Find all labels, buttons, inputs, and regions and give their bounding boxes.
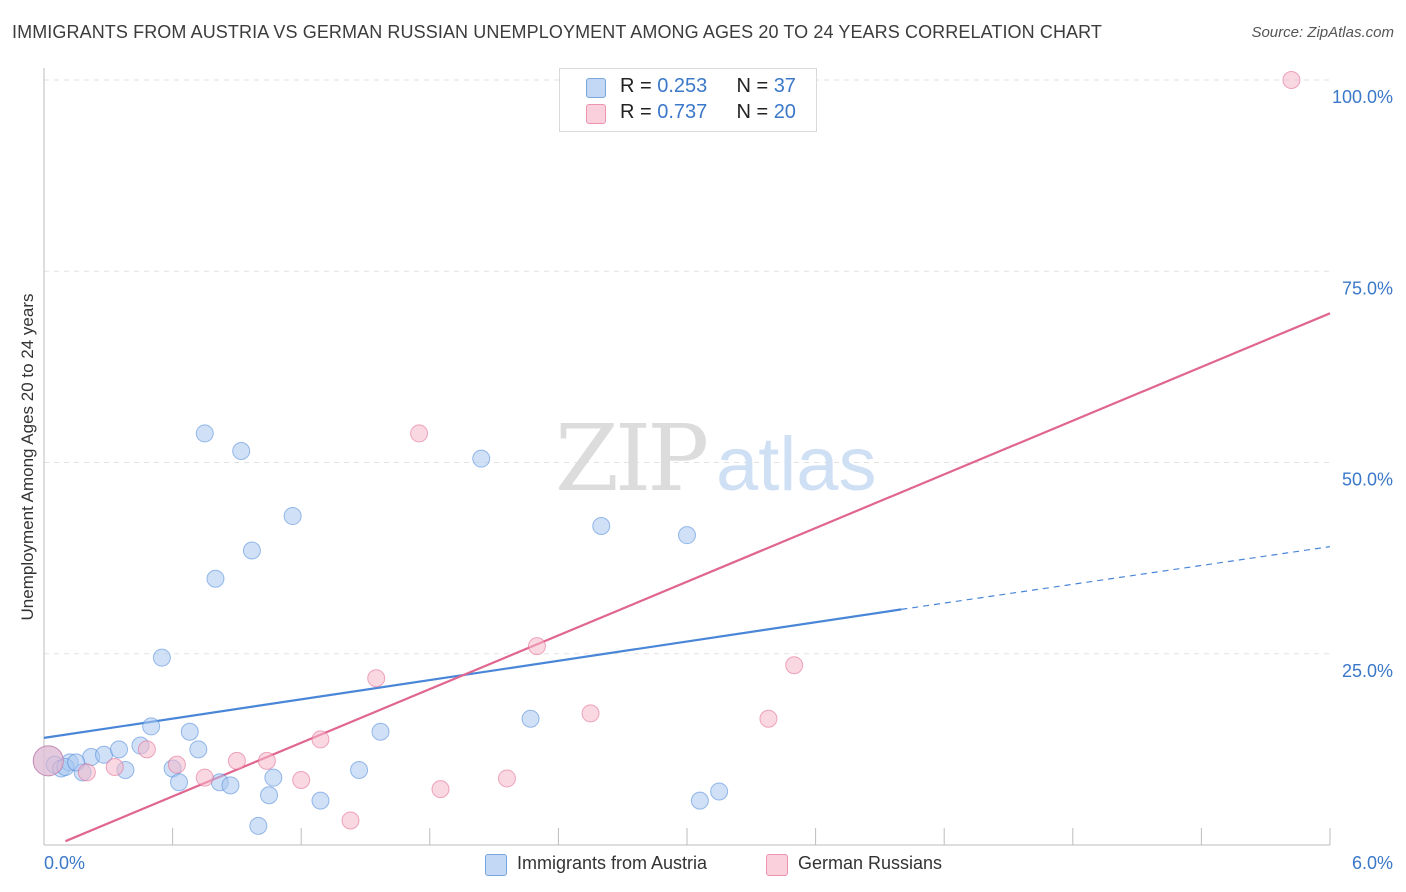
point-austria: [678, 526, 696, 545]
legend-r-label: R =: [620, 75, 658, 97]
watermark-zip: ZIP: [555, 405, 706, 512]
y-axis-title-wrap: Unemployment Among Ages 20 to 24 years: [18, 277, 42, 637]
trend-line-german-russians: [65, 312, 1331, 843]
legend-label-austria: Immigrants from Austria: [517, 853, 708, 873]
point-german-russians: [137, 740, 156, 759]
point-austria: [592, 516, 611, 535]
point-austria: [195, 424, 214, 443]
trend-line-austria-extension: [901, 546, 1331, 610]
point-austria: [371, 722, 390, 741]
point-german-russians: [77, 763, 96, 782]
point-austria: [472, 449, 491, 468]
legend-swatch-austria: [485, 854, 507, 876]
point-german-russians: [195, 768, 214, 787]
point-german-russians: [257, 751, 276, 770]
axes: [43, 68, 1331, 846]
point-austria: [189, 740, 208, 759]
source-label: Source: ZipAtlas.com: [1251, 24, 1394, 41]
point-german-russians: [759, 709, 778, 728]
trend-lines: [43, 312, 1331, 843]
legend-n-value: 37: [773, 75, 796, 97]
tick-labels: 25.0% 50.0% 75.0% 100.0% 0.0% 6.0%: [44, 87, 1393, 873]
point-austria: [152, 648, 171, 667]
point-german-russians: [341, 811, 360, 830]
legend-swatch-german-russians: [586, 104, 606, 124]
point-austria: [249, 816, 268, 835]
point-austria: [690, 791, 709, 810]
legend-r-label: R =: [620, 101, 658, 123]
correlation-legend: R = 0.253 N = 37 R = 0.737 N = 20: [559, 68, 817, 132]
point-austria: [232, 442, 251, 461]
point-austria: [110, 740, 129, 759]
point-german-russians: [311, 730, 330, 749]
x-tick-label: 0.0%: [44, 853, 85, 873]
point-austria: [170, 773, 189, 792]
legend-n-label: N =: [736, 75, 774, 97]
point-german-russians: [431, 780, 450, 799]
y-tick-label: 100.0%: [1332, 87, 1393, 107]
point-austria: [350, 761, 369, 780]
legend-n-label: N =: [736, 101, 774, 123]
watermark-atlas: atlas: [716, 422, 877, 507]
point-austria: [264, 768, 283, 787]
point-austria: [521, 709, 540, 728]
y-tick-label: 75.0%: [1342, 278, 1393, 298]
point-austria: [221, 776, 240, 795]
point-german-russians: [410, 424, 429, 443]
watermark: ZIP atlas: [555, 405, 877, 512]
legend-r-value: 0.737: [657, 101, 708, 123]
point-austria: [180, 722, 199, 741]
point-german-russians: [785, 656, 804, 675]
point-german-russians: [167, 755, 186, 774]
y-tick-label: 50.0%: [1342, 470, 1393, 490]
point-austria: [311, 791, 330, 810]
legend-swatch-german-russians: [766, 854, 788, 876]
grid: [44, 79, 1330, 655]
point-german-russians: [1282, 71, 1301, 89]
point-austria: [260, 786, 279, 805]
legend-n-value: 20: [773, 101, 796, 123]
y-tick-label: 25.0%: [1342, 661, 1393, 681]
point-austria: [142, 717, 161, 736]
legend-label-german-russians: German Russians: [798, 853, 943, 873]
y-axis-title: Unemployment Among Ages 20 to 24 years: [18, 293, 37, 621]
point-german-russians: [581, 704, 600, 723]
point-german-russians: [32, 745, 64, 777]
trend-line-austria: [43, 608, 902, 739]
point-german-russians: [227, 751, 246, 770]
point-german-russians: [527, 637, 546, 656]
point-german-russians: [105, 757, 124, 776]
legend-r-value: 0.253: [657, 75, 708, 97]
x-tick-label: 6.0%: [1352, 853, 1393, 873]
point-austria: [206, 569, 225, 588]
point-austria: [710, 782, 729, 801]
point-austria: [242, 541, 261, 560]
point-austria: [283, 507, 302, 526]
point-german-russians: [367, 669, 386, 688]
data-points: [32, 71, 1301, 835]
chart-title: IMMIGRANTS FROM AUSTRIA VS GERMAN RUSSIA…: [12, 22, 1103, 42]
point-german-russians: [292, 770, 311, 789]
legend-swatch-austria: [586, 78, 606, 98]
point-german-russians: [497, 769, 516, 788]
